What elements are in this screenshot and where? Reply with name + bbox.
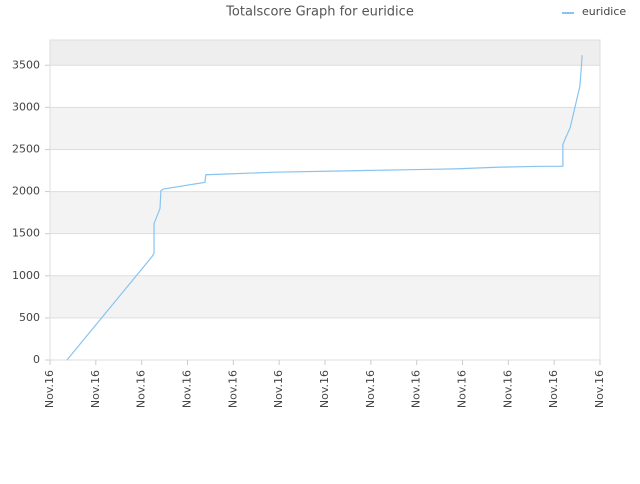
x-tick-label: Nov.16 <box>501 370 514 408</box>
band <box>50 233 600 276</box>
band <box>50 191 600 234</box>
x-tick-label: Nov.16 <box>318 370 331 408</box>
x-tick-label: Nov.16 <box>272 370 285 408</box>
x-tick-label: Nov.16 <box>135 370 148 408</box>
x-tick-label: Nov.16 <box>226 370 239 408</box>
y-tick-label: 2500 <box>12 142 40 155</box>
y-tick-label: 3500 <box>12 58 40 71</box>
chart-title: Totalscore Graph for euridice <box>225 5 414 20</box>
x-tick-label: Nov.16 <box>547 370 560 408</box>
line <box>66 55 583 361</box>
band <box>50 65 600 108</box>
x-tick-label: Nov.16 <box>364 370 377 408</box>
x-tick-label: Nov.16 <box>181 370 194 408</box>
band <box>50 149 600 192</box>
band <box>50 317 600 360</box>
y-tick-label: 0 <box>33 353 40 366</box>
legend-label: euridice <box>582 5 626 18</box>
band <box>50 107 600 150</box>
y-tick-label: 2000 <box>12 185 40 198</box>
band <box>50 40 600 66</box>
y-tick-label: 500 <box>19 311 40 324</box>
x-tick-label: Nov.16 <box>43 370 56 408</box>
y-tick-label: 1000 <box>12 269 40 282</box>
x-tick-label: Nov.16 <box>456 370 469 408</box>
x-tick-label: Nov.16 <box>593 370 606 408</box>
y-tick-label: 1500 <box>12 227 40 240</box>
y-tick-label: 3000 <box>12 100 40 113</box>
x-tick-label: Nov.16 <box>89 370 102 408</box>
band <box>50 275 600 318</box>
x-tick-label: Nov.16 <box>410 370 423 408</box>
